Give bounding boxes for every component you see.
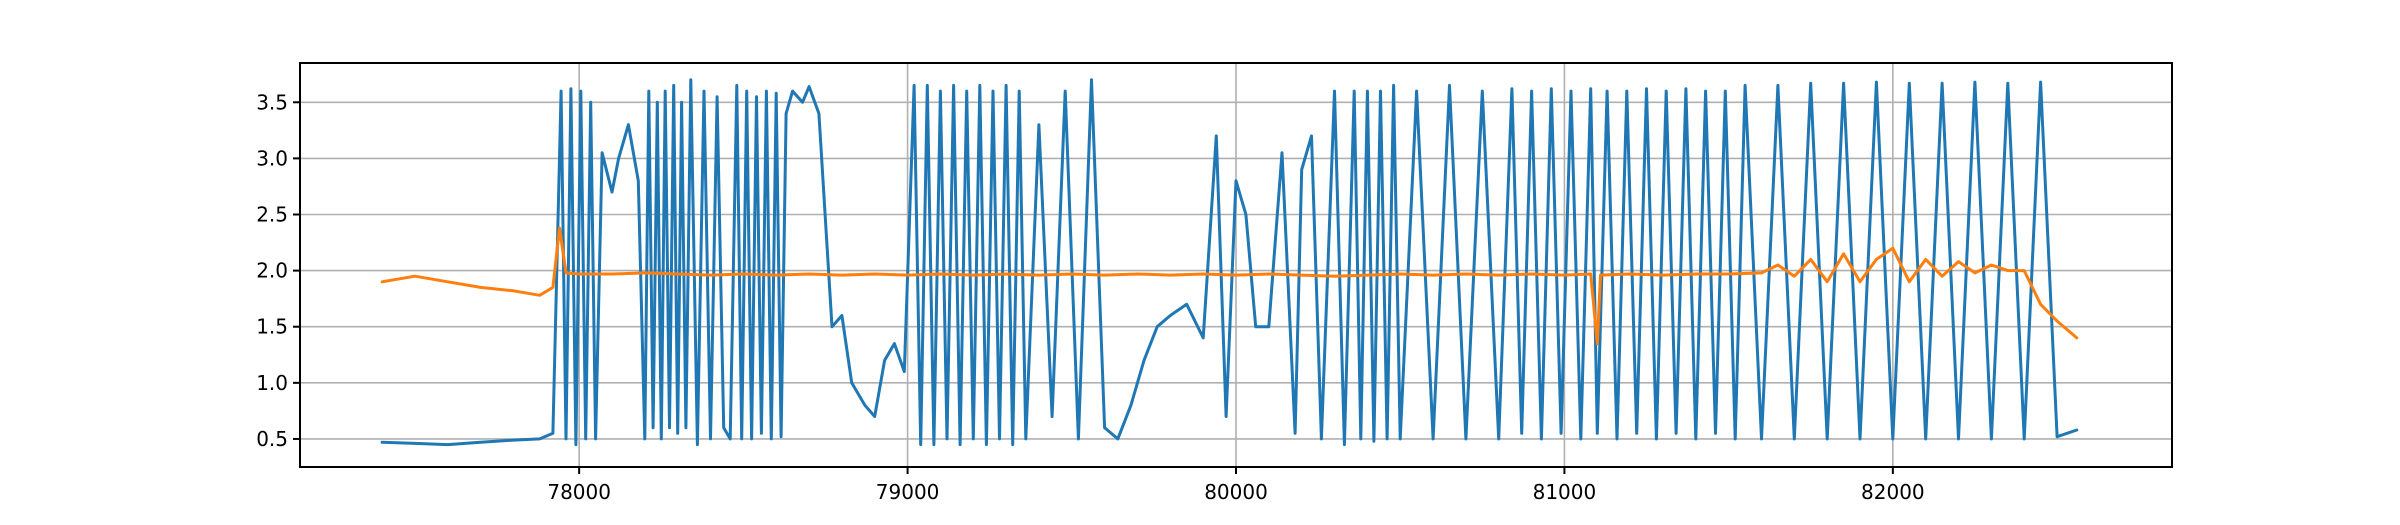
series-line-1 <box>380 78 2079 447</box>
series-line-2 <box>380 226 2079 346</box>
y-tick-label: 0.5 <box>256 427 288 451</box>
x-tick-label: 78000 <box>547 480 611 504</box>
plot-area <box>299 62 2173 468</box>
y-tick-label: 3.0 <box>256 146 288 170</box>
y-tick-label: 1.0 <box>256 371 288 395</box>
y-tick-label: 2.0 <box>256 259 288 283</box>
y-tick-label: 1.5 <box>256 315 288 339</box>
y-tick-label: 3.5 <box>256 90 288 114</box>
x-axis: 78000 79000 80000 81000 82000 <box>547 467 1925 504</box>
x-tick-label: 82000 <box>1861 480 1925 504</box>
grid-lines <box>300 63 2172 467</box>
x-tick-label: 81000 <box>1533 480 1597 504</box>
y-tick-label: 2.5 <box>256 203 288 227</box>
x-tick-label: 79000 <box>876 480 940 504</box>
series-lines <box>380 78 2079 447</box>
y-axis: 0.5 1.0 1.5 2.0 2.5 3.0 3.5 <box>256 90 300 451</box>
x-tick-label: 80000 <box>1204 480 1268 504</box>
